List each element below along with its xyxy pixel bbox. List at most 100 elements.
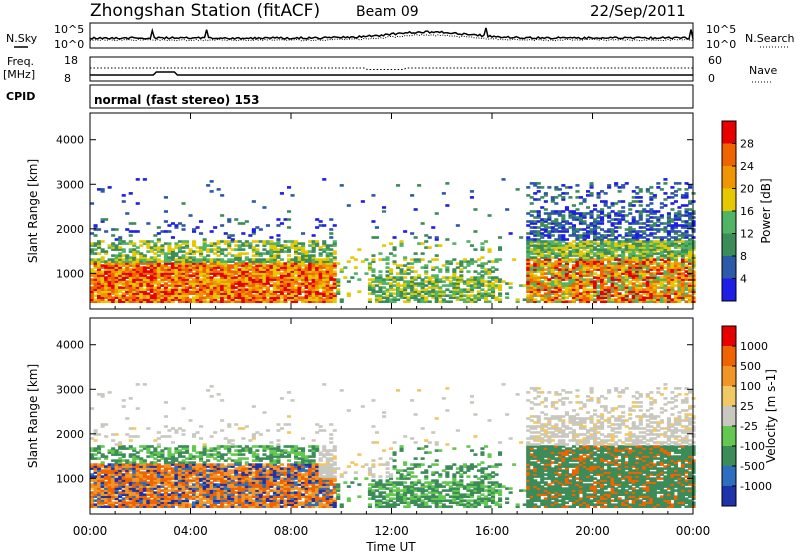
heatmap-cell — [163, 467, 168, 470]
heatmap-cell — [680, 226, 685, 229]
heatmap-cell — [258, 300, 263, 303]
heatmap-cell — [325, 244, 330, 247]
heatmap-cell — [659, 238, 664, 241]
heatmap-cell — [206, 288, 211, 291]
heatmap-cell — [638, 252, 643, 255]
heatmap-cell — [691, 276, 696, 279]
heatmap-cell — [118, 467, 123, 470]
heatmap-cell — [607, 290, 612, 293]
heatmap-cell — [181, 298, 186, 301]
heatmap-cell — [156, 495, 161, 498]
heatmap-cell — [607, 220, 612, 223]
heatmap-cell — [659, 268, 664, 271]
heatmap-cell — [484, 292, 489, 295]
heatmap-cell — [367, 292, 372, 295]
heatmap-cell — [684, 252, 689, 255]
heatmap-cell — [104, 262, 109, 265]
heatmap-cell — [90, 278, 95, 281]
heatmap-cell — [220, 300, 225, 303]
heatmap-cell — [258, 280, 263, 283]
heatmap-cell — [304, 280, 309, 283]
heatmap-cell — [519, 236, 524, 239]
heatmap-cell — [593, 208, 598, 211]
heatmap-cell — [645, 298, 650, 301]
heatmap-cell — [90, 252, 95, 255]
heatmap-cell — [540, 248, 545, 251]
heatmap-cell — [431, 284, 436, 287]
heatmap-cell — [241, 268, 246, 271]
heatmap-cell — [153, 294, 158, 297]
heatmap-cell — [213, 286, 218, 289]
heatmap-cell — [649, 232, 654, 235]
heatmap-cell — [413, 208, 418, 211]
heatmap-cell — [593, 234, 598, 237]
heatmap-cell — [670, 240, 675, 243]
heatmap-cell — [378, 276, 383, 279]
heatmap-cell — [494, 268, 499, 271]
heatmap-cell — [311, 272, 316, 275]
heatmap-cell — [480, 246, 485, 249]
heatmap-cell — [603, 214, 608, 217]
heatmap-cell — [642, 256, 647, 259]
heatmap-cell — [526, 264, 531, 267]
heatmap-cell — [427, 282, 432, 285]
heatmap-cell — [593, 288, 598, 291]
heatmap-cell — [688, 246, 693, 249]
heatmap-cell — [680, 278, 685, 281]
heatmap-cell — [596, 292, 601, 295]
heatmap-cell — [603, 280, 608, 283]
heatmap-cell — [181, 282, 186, 285]
heatmap-cell — [315, 242, 320, 245]
heatmap-cell — [554, 220, 559, 223]
heatmap-cell — [540, 242, 545, 245]
heatmap-cell — [107, 284, 112, 287]
heatmap-cell — [241, 288, 246, 291]
heatmap-cell — [533, 266, 538, 269]
heatmap-cell — [635, 244, 640, 247]
heatmap-cell — [230, 290, 235, 293]
heatmap-cell — [220, 260, 225, 263]
heatmap-cell — [135, 495, 140, 498]
heatmap-cell — [308, 260, 313, 263]
heatmap-cell — [554, 228, 559, 231]
heatmap-cell — [255, 258, 260, 261]
heatmap-cell — [146, 505, 151, 508]
heatmap-cell — [125, 268, 130, 271]
heatmap-cell — [269, 270, 274, 273]
heatmap-cell — [396, 264, 401, 267]
heatmap-cell — [346, 294, 351, 297]
heatmap-cell — [163, 210, 168, 213]
heatmap-cell — [526, 224, 531, 227]
heatmap-cell — [128, 270, 133, 273]
heatmap-cell — [311, 242, 316, 245]
heatmap-cell — [149, 262, 154, 265]
heatmap-cell — [378, 280, 383, 283]
heatmap-cell — [631, 276, 636, 279]
heatmap-cell — [167, 481, 172, 484]
heatmap-cell — [624, 286, 629, 289]
heatmap-cell — [663, 236, 668, 239]
heatmap-cell — [533, 290, 538, 293]
heatmap-cell — [600, 258, 605, 261]
heatmap-cell — [670, 196, 675, 199]
heatmap-cell — [216, 300, 221, 303]
heatmap-cell — [125, 274, 130, 277]
heatmap-cell — [213, 244, 218, 247]
heatmap-cell — [121, 473, 126, 476]
heatmap-cell — [269, 258, 274, 261]
heatmap-cell — [550, 268, 555, 271]
heatmap-cell — [677, 294, 682, 297]
heatmap-cell — [424, 284, 429, 287]
heatmap-cell — [596, 294, 601, 297]
heatmap-cell — [202, 246, 207, 249]
heatmap-cell — [142, 459, 147, 462]
heatmap-cell — [125, 503, 130, 506]
heatmap-cell — [578, 268, 583, 271]
heatmap-cell — [670, 268, 675, 271]
heatmap-cell — [593, 230, 598, 233]
heatmap-cell — [125, 491, 130, 494]
heatmap-cell — [287, 284, 292, 287]
heatmap-cell — [142, 260, 147, 263]
heatmap-cell — [276, 250, 281, 253]
heatmap-cell — [691, 216, 696, 219]
